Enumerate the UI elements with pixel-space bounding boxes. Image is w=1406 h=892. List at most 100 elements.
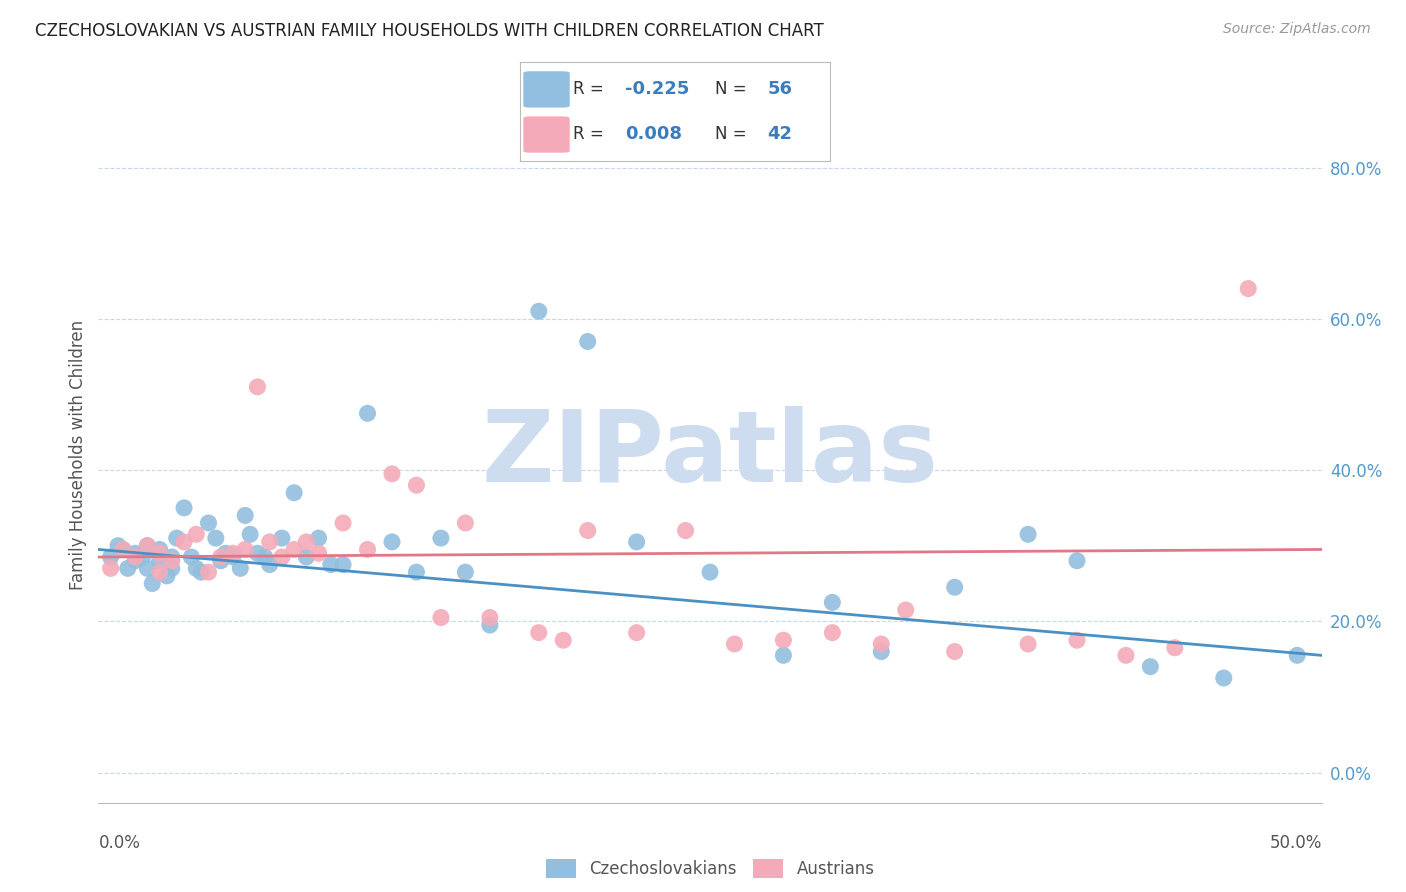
FancyBboxPatch shape <box>523 117 569 153</box>
Point <box>107 539 129 553</box>
Point <box>209 554 232 568</box>
Point <box>723 637 745 651</box>
Point <box>149 546 172 560</box>
Point <box>149 554 172 568</box>
Point <box>246 380 269 394</box>
Point <box>576 524 599 538</box>
Point <box>821 625 844 640</box>
Point <box>124 554 146 568</box>
Text: -0.225: -0.225 <box>626 80 690 98</box>
Point <box>675 524 697 538</box>
Text: N =: N = <box>716 80 752 98</box>
Point <box>239 527 262 541</box>
Point <box>381 534 404 549</box>
Point <box>214 546 236 560</box>
Point <box>124 546 146 560</box>
Text: 0.008: 0.008 <box>626 125 682 143</box>
Point <box>943 580 966 594</box>
Point <box>100 561 122 575</box>
Point <box>197 565 219 579</box>
Point <box>136 539 159 553</box>
Point <box>270 531 294 545</box>
Point <box>894 603 917 617</box>
Point <box>111 542 134 557</box>
Text: Source: ZipAtlas.com: Source: ZipAtlas.com <box>1223 22 1371 37</box>
Point <box>160 554 183 568</box>
Point <box>160 561 183 575</box>
Point <box>209 549 232 564</box>
Point <box>478 618 501 632</box>
Point <box>1237 281 1260 295</box>
Point <box>136 561 159 575</box>
Point <box>222 546 245 560</box>
Point <box>332 558 354 572</box>
Text: 42: 42 <box>768 125 793 143</box>
Point <box>180 549 202 564</box>
Point <box>259 534 281 549</box>
Point <box>405 565 427 579</box>
Point <box>233 542 256 557</box>
Text: 50.0%: 50.0% <box>1270 834 1322 852</box>
Text: CZECHOSLOVAKIAN VS AUSTRIAN FAMILY HOUSEHOLDS WITH CHILDREN CORRELATION CHART: CZECHOSLOVAKIAN VS AUSTRIAN FAMILY HOUSE… <box>35 22 824 40</box>
Point <box>576 334 599 349</box>
Point <box>381 467 404 481</box>
Point <box>270 549 294 564</box>
Point <box>295 549 318 564</box>
Point <box>527 625 550 640</box>
Text: R =: R = <box>572 125 609 143</box>
Point <box>430 531 453 545</box>
Point <box>131 549 153 564</box>
Point <box>1286 648 1309 663</box>
Point <box>283 542 305 557</box>
Point <box>1212 671 1234 685</box>
Point <box>1066 554 1088 568</box>
Point <box>197 516 219 530</box>
Point <box>1139 659 1161 673</box>
Point <box>772 633 794 648</box>
Point <box>1017 637 1039 651</box>
Point <box>186 527 208 541</box>
Text: R =: R = <box>572 80 609 98</box>
Point <box>246 546 269 560</box>
Point <box>332 516 354 530</box>
Point <box>283 485 305 500</box>
Point <box>117 561 139 575</box>
Point <box>186 561 208 575</box>
Point <box>308 531 330 545</box>
Point <box>626 625 648 640</box>
Point <box>772 648 794 663</box>
Point <box>253 549 276 564</box>
FancyBboxPatch shape <box>523 71 569 108</box>
Point <box>222 549 245 564</box>
Point <box>870 644 893 658</box>
Point <box>356 542 378 557</box>
Point <box>699 565 721 579</box>
Point <box>295 534 318 549</box>
Point <box>160 549 183 564</box>
Point <box>821 595 844 609</box>
Point <box>527 304 550 318</box>
Point <box>430 610 453 624</box>
Point <box>205 531 228 545</box>
Point <box>136 539 159 553</box>
Point <box>553 633 575 648</box>
Point <box>626 534 648 549</box>
Point <box>870 637 893 651</box>
Point <box>124 549 146 564</box>
Point <box>478 610 501 624</box>
Point <box>454 516 477 530</box>
Text: 56: 56 <box>768 80 793 98</box>
Point <box>233 508 256 523</box>
Point <box>141 576 163 591</box>
Text: ZIPatlas: ZIPatlas <box>482 407 938 503</box>
Point <box>1066 633 1088 648</box>
Point <box>1017 527 1039 541</box>
Point <box>319 558 342 572</box>
Point <box>454 565 477 579</box>
Point <box>1164 640 1187 655</box>
Point <box>166 531 188 545</box>
Y-axis label: Family Households with Children: Family Households with Children <box>69 320 87 590</box>
Point <box>308 546 330 560</box>
Point <box>1115 648 1137 663</box>
Legend: Czechoslovakians, Austrians: Czechoslovakians, Austrians <box>538 853 882 885</box>
